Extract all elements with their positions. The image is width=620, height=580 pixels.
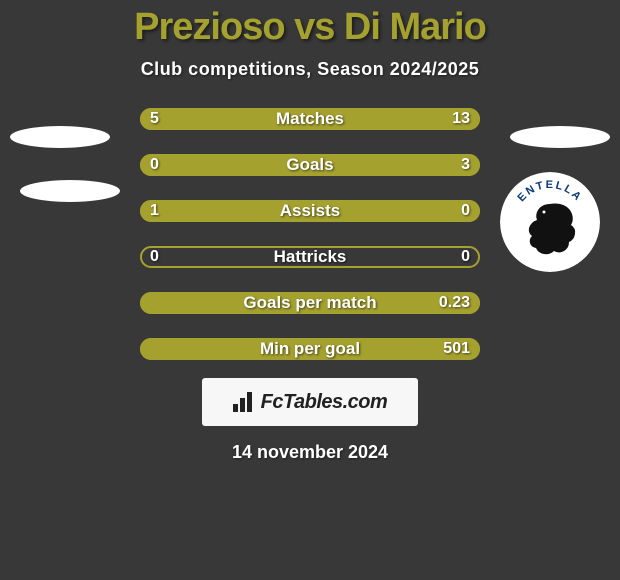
brand-text: FcTables.com bbox=[261, 391, 388, 414]
bar-row: Hattricks00 bbox=[0, 246, 620, 268]
bars-icon bbox=[233, 392, 257, 412]
bar-value-right: 13 bbox=[452, 108, 470, 130]
bar-track bbox=[140, 292, 480, 314]
footer-date: 14 november 2024 bbox=[232, 442, 388, 463]
bar-track bbox=[140, 200, 480, 222]
bar-value-right: 0.23 bbox=[439, 292, 470, 314]
bar-row: Goals per match0.23 bbox=[0, 292, 620, 314]
bar-fill-right bbox=[140, 154, 480, 176]
page-subtitle: Club competitions, Season 2024/2025 bbox=[141, 59, 480, 80]
comparison-bars: Matches513Goals03Assists10Hattricks00Goa… bbox=[0, 108, 620, 360]
bar-value-left: 1 bbox=[150, 200, 159, 222]
bar-row: Matches513 bbox=[0, 108, 620, 130]
bar-value-right: 0 bbox=[461, 246, 470, 268]
bar-track bbox=[140, 108, 480, 130]
bar-value-right: 501 bbox=[443, 338, 470, 360]
bar-value-left: 0 bbox=[150, 246, 159, 268]
bar-track bbox=[140, 338, 480, 360]
page-title: Prezioso vs Di Mario bbox=[134, 6, 486, 49]
bar-value-left: 0 bbox=[150, 154, 159, 176]
bar-value-right: 3 bbox=[461, 154, 470, 176]
main-content: Prezioso vs Di Mario Club competitions, … bbox=[0, 0, 620, 580]
bar-fill-right bbox=[232, 108, 480, 130]
bar-track bbox=[140, 246, 480, 268]
bar-row: Min per goal501 bbox=[0, 338, 620, 360]
bar-fill-left bbox=[140, 200, 480, 222]
bar-row: Goals03 bbox=[0, 154, 620, 176]
bar-track bbox=[140, 154, 480, 176]
bar-value-right: 0 bbox=[461, 200, 470, 222]
bar-fill-right bbox=[140, 292, 480, 314]
bar-row: Assists10 bbox=[0, 200, 620, 222]
brand-logo: FcTables.com bbox=[202, 378, 418, 426]
bar-value-left: 5 bbox=[150, 108, 159, 130]
bar-fill-right bbox=[140, 338, 480, 360]
